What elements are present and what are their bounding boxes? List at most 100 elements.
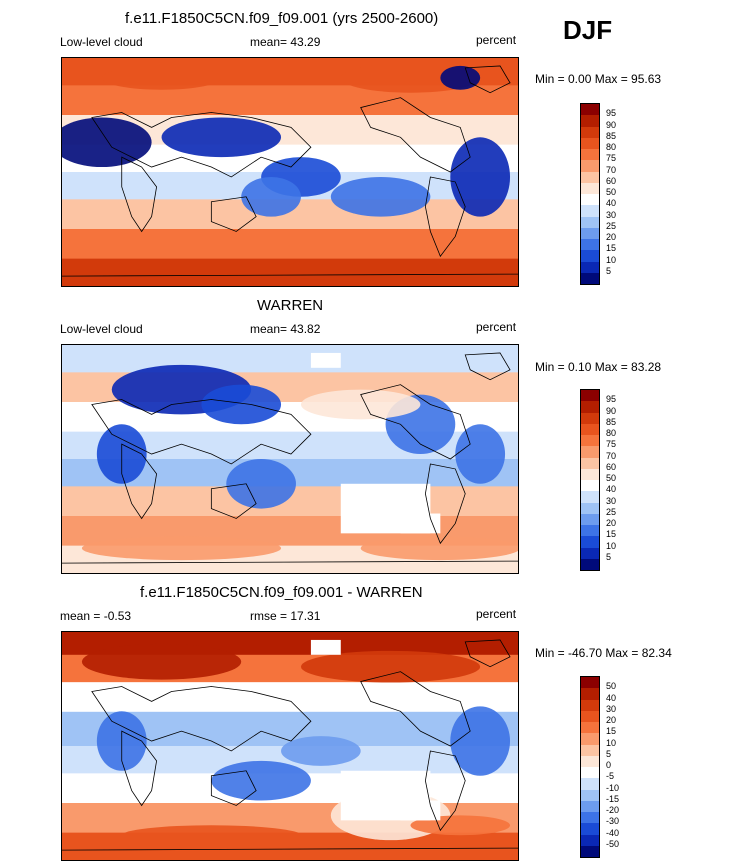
- colorbar-tick-label: 15: [606, 529, 617, 540]
- colorbar-swatch: [581, 536, 599, 548]
- colorbar-tick-label: 50: [606, 681, 617, 692]
- colorbar-swatch: [581, 250, 599, 262]
- colorbar-tick-label: 20: [606, 232, 617, 242]
- colorbar-swatch: [581, 137, 599, 149]
- colorbar-tick-label: 10: [606, 540, 617, 551]
- colorbar-swatch: [581, 812, 599, 824]
- colorbar-swatch: [581, 457, 599, 469]
- panel2-colorbar: [580, 389, 600, 571]
- colorbar-tick-label: 10: [606, 737, 617, 748]
- colorbar-swatch: [581, 558, 599, 570]
- colorbar-swatch: [581, 525, 599, 537]
- colorbar-swatch: [581, 115, 599, 127]
- panel1-units-label: percent: [476, 33, 517, 47]
- colorbar-swatch: [581, 778, 599, 790]
- colorbar-swatch: [581, 800, 599, 812]
- colorbar-tick-label: 85: [606, 416, 617, 427]
- colorbar-swatch: [581, 435, 599, 447]
- colorbar-swatch: [581, 845, 599, 857]
- colorbar-swatch: [581, 261, 599, 273]
- colorbar-tick-label: 50: [606, 187, 617, 197]
- colorbar-swatch: [581, 744, 599, 756]
- colorbar-swatch: [581, 480, 599, 492]
- colorbar-swatch: [581, 446, 599, 458]
- colorbar-swatch: [581, 834, 599, 846]
- colorbar-tick-label: 40: [606, 484, 617, 495]
- colorbar-swatch: [581, 491, 599, 503]
- colorbar-swatch: [581, 710, 599, 722]
- colorbar-tick-label: 40: [606, 198, 617, 209]
- colorbar-swatch: [581, 171, 599, 183]
- colorbar-tick-label: 25: [606, 506, 617, 517]
- colorbar-swatch: [581, 468, 599, 480]
- colorbar-swatch: [581, 755, 599, 767]
- colorbar-swatch: [581, 677, 599, 689]
- colorbar-swatch: [581, 722, 599, 734]
- colorbar-tick-label: 70: [606, 450, 617, 461]
- colorbar-tick-label: 70: [606, 164, 617, 175]
- season-label: DJF: [563, 15, 613, 45]
- panel2-variable-label: Low-level cloud: [60, 322, 143, 336]
- panel1-colorbar-labels: 95 90 85 80 75 70 60 50 40 30 25 20 15 10 5: [606, 103, 646, 285]
- colorbar-tick-label: -20: [606, 805, 620, 815]
- panel1-map: [61, 57, 519, 287]
- colorbar-swatch: [581, 194, 599, 206]
- panel2-title: WARREN: [257, 297, 324, 314]
- colorbar-tick-label: 15: [606, 243, 617, 254]
- colorbar-tick-label: 25: [606, 220, 617, 231]
- panel2-minmax-label: Min = 0.10 Max = 83.28: [535, 360, 662, 374]
- colorbar-swatch: [581, 104, 599, 116]
- panel1-colorbar: [580, 103, 600, 285]
- colorbar-swatch: [581, 547, 599, 559]
- colorbar-tick-label: 90: [606, 405, 617, 416]
- colorbar-tick-label: 20: [606, 518, 617, 528]
- colorbar-tick-label: 60: [606, 175, 617, 186]
- panel1-title: f.e11.F1850C5CN.f09_f09.001 (yrs 2500-26…: [125, 10, 439, 27]
- panel3-mean-label: mean = -0.53: [60, 609, 132, 623]
- colorbar-swatch: [581, 126, 599, 138]
- panel3-colorbar-labels: 50 40 30 20 15 10 5 0 -5 -10 -15 -20 -30 -40 -50: [606, 676, 646, 858]
- colorbar-swatch: [581, 502, 599, 514]
- colorbar-tick-label: 20: [606, 715, 617, 725]
- panel1-mean-label: mean= 43.29: [250, 35, 321, 49]
- panel3-rmse-label: rmse = 17.31: [250, 609, 321, 623]
- colorbar-tick-label: 5: [606, 551, 612, 562]
- colorbar-tick-label: 30: [606, 703, 617, 714]
- colorbar-swatch: [581, 688, 599, 700]
- panel2-units-label: percent: [476, 320, 517, 334]
- colorbar-tick-label: 80: [606, 142, 617, 152]
- panel3-units-label: percent: [476, 607, 517, 621]
- colorbar-tick-label: 90: [606, 119, 617, 130]
- colorbar-swatch: [581, 205, 599, 217]
- colorbar-tick-label: 30: [606, 209, 617, 220]
- colorbar-tick-label: 0: [606, 760, 612, 770]
- colorbar-swatch: [581, 160, 599, 172]
- colorbar-swatch: [581, 789, 599, 801]
- colorbar-tick-label: 50: [606, 473, 617, 483]
- colorbar-swatch: [581, 513, 599, 525]
- colorbar-swatch: [581, 823, 599, 835]
- colorbar-swatch: [581, 227, 599, 239]
- panel3-colorbar: [580, 676, 600, 858]
- colorbar-swatch: [581, 149, 599, 161]
- colorbar-tick-label: 10: [606, 254, 617, 265]
- colorbar-tick-label: 95: [606, 394, 617, 405]
- colorbar-swatch: [581, 216, 599, 228]
- colorbar-swatch: [581, 182, 599, 194]
- colorbar-swatch: [581, 272, 599, 284]
- colorbar-swatch: [581, 239, 599, 251]
- colorbar-tick-label: 85: [606, 130, 617, 141]
- colorbar-swatch: [581, 423, 599, 435]
- colorbar-tick-label: 80: [606, 428, 617, 438]
- colorbar-swatch: [581, 401, 599, 413]
- panel3-title: f.e11.F1850C5CN.f09_f09.001 - WARREN: [140, 584, 423, 601]
- panel3-map: [61, 631, 519, 861]
- colorbar-tick-label: -30: [606, 816, 620, 827]
- colorbar-tick-label: -15: [606, 793, 620, 804]
- colorbar-swatch: [581, 390, 599, 402]
- panel1-variable-label: Low-level cloud: [60, 35, 143, 49]
- colorbar-swatch: [581, 767, 599, 779]
- colorbar-swatch: [581, 733, 599, 745]
- colorbar-tick-label: 40: [606, 692, 617, 703]
- panel2-mean-label: mean= 43.82: [250, 322, 321, 336]
